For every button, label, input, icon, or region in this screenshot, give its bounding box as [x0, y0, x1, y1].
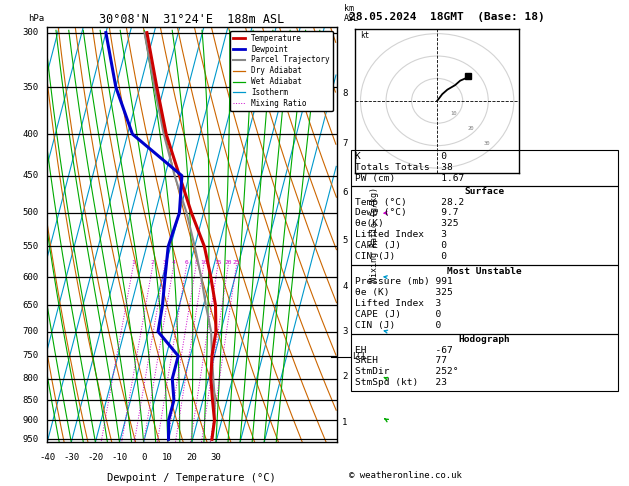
Text: -10: -10 — [111, 452, 128, 462]
Text: θe (K)        325: θe (K) 325 — [355, 288, 453, 297]
Text: 6: 6 — [342, 188, 348, 197]
Text: SREH          77: SREH 77 — [355, 357, 447, 365]
Text: 350: 350 — [23, 83, 38, 91]
Text: 20: 20 — [225, 260, 232, 265]
Legend: Temperature, Dewpoint, Parcel Trajectory, Dry Adiabat, Wet Adiabat, Isotherm, Mi: Temperature, Dewpoint, Parcel Trajectory… — [230, 31, 333, 111]
Text: Lifted Index   3: Lifted Index 3 — [355, 230, 447, 240]
Text: 450: 450 — [23, 171, 38, 180]
Text: © weatheronline.co.uk: © weatheronline.co.uk — [349, 471, 462, 480]
Text: 3: 3 — [342, 327, 348, 336]
Text: 900: 900 — [23, 416, 38, 425]
Text: K              0: K 0 — [355, 152, 447, 161]
Text: km
ASL: km ASL — [344, 4, 359, 22]
Text: 1: 1 — [131, 260, 135, 265]
Text: Most Unstable: Most Unstable — [447, 266, 522, 276]
Text: 0: 0 — [141, 452, 147, 462]
Text: 10: 10 — [200, 260, 208, 265]
Text: 800: 800 — [23, 374, 38, 383]
Text: 20: 20 — [467, 126, 474, 131]
Text: 25: 25 — [233, 260, 240, 265]
Text: θe(K)          325: θe(K) 325 — [355, 220, 459, 228]
Text: -20: -20 — [87, 452, 103, 462]
Text: StmDir        252°: StmDir 252° — [355, 367, 459, 377]
Text: 950: 950 — [23, 435, 38, 444]
Text: 1: 1 — [342, 418, 348, 428]
Text: 3: 3 — [163, 260, 167, 265]
Text: -30: -30 — [64, 452, 79, 462]
Text: 30: 30 — [211, 452, 221, 462]
Text: 5: 5 — [342, 236, 348, 244]
Text: 28.05.2024  18GMT  (Base: 18): 28.05.2024 18GMT (Base: 18) — [349, 12, 545, 22]
Text: 7: 7 — [342, 139, 348, 148]
Text: 400: 400 — [23, 130, 38, 139]
Text: Hodograph: Hodograph — [459, 335, 511, 344]
Text: 6: 6 — [185, 260, 189, 265]
Text: -40: -40 — [39, 452, 55, 462]
Text: kt: kt — [360, 31, 370, 40]
Text: 4: 4 — [172, 260, 175, 265]
Text: CAPE (J)      0: CAPE (J) 0 — [355, 310, 442, 319]
Text: Pressure (mb) 991: Pressure (mb) 991 — [355, 277, 453, 286]
Text: PW (cm)        1.67: PW (cm) 1.67 — [355, 174, 465, 183]
Text: Mixing Ratio (g/kg): Mixing Ratio (g/kg) — [370, 187, 379, 282]
Text: Dewpoint / Temperature (°C): Dewpoint / Temperature (°C) — [108, 473, 276, 484]
Text: CIN (J)        0: CIN (J) 0 — [355, 252, 447, 261]
Text: 700: 700 — [23, 327, 38, 336]
Text: 600: 600 — [23, 273, 38, 282]
Text: EH            -67: EH -67 — [355, 346, 453, 355]
Text: 850: 850 — [23, 396, 38, 404]
Text: 300: 300 — [23, 28, 38, 37]
Text: Totals Totals  38: Totals Totals 38 — [355, 163, 453, 172]
Text: 20: 20 — [186, 452, 198, 462]
Text: 500: 500 — [23, 208, 38, 217]
Text: CIN (J)       0: CIN (J) 0 — [355, 321, 442, 330]
Text: 15: 15 — [214, 260, 221, 265]
Text: Lifted Index  3: Lifted Index 3 — [355, 299, 442, 308]
Text: 8: 8 — [194, 260, 198, 265]
Text: Dewp (°C)      9.7: Dewp (°C) 9.7 — [355, 208, 459, 218]
Text: 10: 10 — [450, 111, 457, 117]
Text: 550: 550 — [23, 242, 38, 251]
Text: hPa: hPa — [28, 14, 45, 22]
Text: 750: 750 — [23, 351, 38, 361]
Text: 650: 650 — [23, 301, 38, 310]
Text: Temp (°C)      28.2: Temp (°C) 28.2 — [355, 197, 465, 207]
Text: StmSpd (kt)   23: StmSpd (kt) 23 — [355, 378, 447, 387]
Text: LCL: LCL — [352, 352, 367, 362]
Text: 8: 8 — [342, 88, 348, 98]
Text: 10: 10 — [162, 452, 173, 462]
Text: CAPE (J)       0: CAPE (J) 0 — [355, 241, 447, 250]
Text: 2: 2 — [151, 260, 155, 265]
Title: 30°08'N  31°24'E  188m ASL: 30°08'N 31°24'E 188m ASL — [99, 13, 284, 26]
Text: Surface: Surface — [465, 187, 504, 196]
Text: 2: 2 — [342, 372, 348, 381]
Text: 30: 30 — [484, 140, 490, 145]
Text: 4: 4 — [342, 282, 348, 291]
